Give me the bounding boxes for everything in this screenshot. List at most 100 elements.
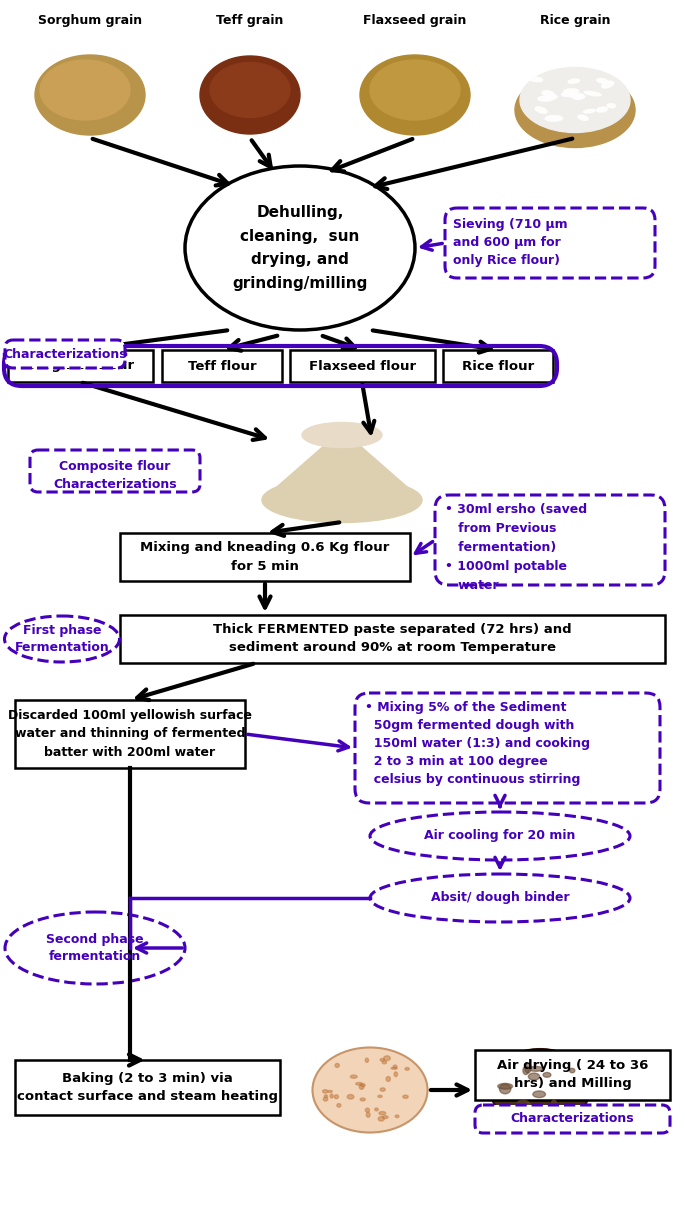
Ellipse shape — [365, 1108, 369, 1113]
Ellipse shape — [405, 1068, 409, 1070]
Ellipse shape — [384, 1055, 390, 1060]
Ellipse shape — [386, 1076, 390, 1081]
Ellipse shape — [334, 1094, 338, 1099]
Ellipse shape — [394, 1071, 397, 1076]
Ellipse shape — [378, 1116, 384, 1121]
Text: Characterizations: Characterizations — [511, 1113, 634, 1126]
FancyBboxPatch shape — [15, 700, 245, 769]
Ellipse shape — [525, 1063, 532, 1073]
FancyBboxPatch shape — [162, 350, 282, 382]
Ellipse shape — [528, 1073, 540, 1080]
Text: Flaxseed flour: Flaxseed flour — [309, 360, 416, 372]
Ellipse shape — [323, 1097, 328, 1100]
FancyBboxPatch shape — [443, 350, 553, 382]
Text: Baking (2 to 3 min) via
contact surface and steam heating: Baking (2 to 3 min) via contact surface … — [17, 1073, 278, 1103]
Ellipse shape — [35, 55, 145, 135]
Ellipse shape — [210, 62, 290, 118]
Text: Composite flour
Characterizations: Composite flour Characterizations — [53, 460, 177, 491]
Ellipse shape — [40, 60, 130, 120]
Ellipse shape — [403, 1096, 408, 1098]
Text: Mixing and kneading 0.6 Kg flour
for 5 min: Mixing and kneading 0.6 Kg flour for 5 m… — [140, 541, 390, 573]
FancyBboxPatch shape — [445, 208, 655, 278]
Ellipse shape — [391, 1068, 397, 1069]
FancyBboxPatch shape — [5, 340, 125, 368]
Text: Discarded 100ml yellowish surface
water and thinning of fermented
batter with 20: Discarded 100ml yellowish surface water … — [8, 709, 252, 759]
FancyBboxPatch shape — [8, 350, 153, 382]
Text: Sorghum grain: Sorghum grain — [38, 15, 142, 27]
Ellipse shape — [564, 89, 579, 92]
Ellipse shape — [498, 1083, 512, 1090]
FancyBboxPatch shape — [435, 495, 665, 585]
Ellipse shape — [545, 116, 562, 122]
Text: Sieving (710 μm
and 600 μm for
only Rice flour): Sieving (710 μm and 600 μm for only Rice… — [453, 218, 568, 268]
Ellipse shape — [545, 95, 557, 100]
Ellipse shape — [393, 1065, 397, 1069]
FancyBboxPatch shape — [15, 1060, 280, 1115]
Ellipse shape — [360, 55, 470, 135]
Text: Flaxseed grain: Flaxseed grain — [363, 15, 466, 27]
Ellipse shape — [584, 91, 601, 96]
FancyBboxPatch shape — [475, 1049, 670, 1100]
Text: Air cooling for 20 min: Air cooling for 20 min — [424, 829, 575, 843]
Ellipse shape — [584, 109, 595, 113]
Ellipse shape — [570, 1069, 575, 1073]
Ellipse shape — [370, 60, 460, 120]
Ellipse shape — [490, 1049, 590, 1127]
Text: • 30ml ersho (saved
   from Previous
   fermentation)
• 1000ml potable
   water: • 30ml ersho (saved from Previous fermen… — [445, 503, 587, 592]
Ellipse shape — [542, 91, 554, 96]
Ellipse shape — [597, 79, 608, 83]
Ellipse shape — [380, 1058, 384, 1062]
FancyBboxPatch shape — [120, 533, 410, 581]
Ellipse shape — [323, 1090, 328, 1093]
Ellipse shape — [347, 1094, 354, 1099]
Ellipse shape — [574, 96, 582, 100]
Ellipse shape — [350, 1075, 357, 1079]
Text: • Mixing 5% of the Sediment
  50gm fermented dough with
  150ml water (1:3) and : • Mixing 5% of the Sediment 50gm ferment… — [365, 700, 590, 786]
Ellipse shape — [375, 1108, 378, 1111]
Ellipse shape — [337, 1104, 341, 1107]
Text: Absit/ dough binder: Absit/ dough binder — [431, 891, 569, 905]
Ellipse shape — [5, 617, 119, 662]
Ellipse shape — [517, 1104, 524, 1114]
Ellipse shape — [602, 81, 614, 88]
Text: Characterizations: Characterizations — [3, 348, 127, 360]
Ellipse shape — [360, 1083, 365, 1087]
Text: Dehulling,
cleaning,  sun
drying, and
grinding/milling: Dehulling, cleaning, sun drying, and gri… — [232, 206, 368, 291]
Ellipse shape — [324, 1094, 327, 1098]
Ellipse shape — [5, 912, 185, 984]
Ellipse shape — [382, 1115, 388, 1119]
Ellipse shape — [529, 1066, 543, 1071]
Ellipse shape — [378, 1096, 382, 1098]
Ellipse shape — [327, 1091, 332, 1092]
Ellipse shape — [370, 874, 630, 922]
Ellipse shape — [335, 1064, 339, 1068]
Ellipse shape — [535, 107, 547, 113]
Text: Sorghum flour: Sorghum flour — [27, 360, 134, 372]
Ellipse shape — [330, 1094, 333, 1098]
Ellipse shape — [569, 92, 584, 98]
Ellipse shape — [356, 1082, 362, 1085]
Ellipse shape — [312, 1047, 427, 1132]
Ellipse shape — [538, 96, 553, 101]
Polygon shape — [262, 430, 422, 500]
Ellipse shape — [360, 1085, 364, 1090]
FancyBboxPatch shape — [120, 615, 665, 663]
Ellipse shape — [523, 1066, 529, 1075]
Ellipse shape — [302, 422, 382, 447]
FancyBboxPatch shape — [30, 450, 200, 492]
Ellipse shape — [578, 116, 588, 120]
Ellipse shape — [516, 1100, 530, 1110]
Ellipse shape — [597, 107, 608, 112]
Text: Teff grain: Teff grain — [216, 15, 284, 27]
Ellipse shape — [382, 1060, 386, 1064]
Ellipse shape — [520, 68, 630, 133]
Text: Air drying ( 24 to 36
hrs) and Milling: Air drying ( 24 to 36 hrs) and Milling — [497, 1059, 648, 1091]
Text: Second phase
fermentation: Second phase fermentation — [46, 933, 144, 963]
Text: Thick FERMENTED paste separated (72 hrs) and
sediment around 90% at room Tempera: Thick FERMENTED paste separated (72 hrs)… — [213, 624, 572, 654]
Ellipse shape — [607, 103, 616, 108]
Ellipse shape — [543, 1073, 551, 1077]
Ellipse shape — [185, 167, 415, 330]
Ellipse shape — [365, 1058, 369, 1063]
Ellipse shape — [380, 1088, 385, 1091]
Ellipse shape — [262, 478, 422, 523]
